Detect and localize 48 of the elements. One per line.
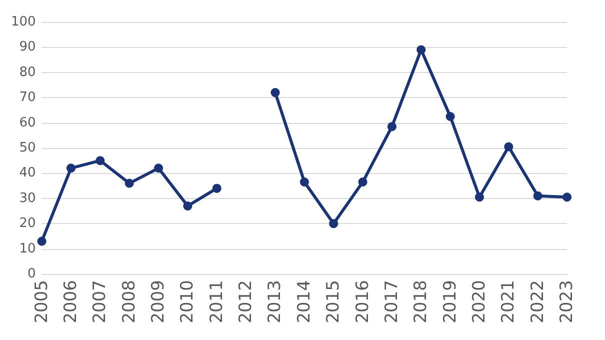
point: [96, 156, 105, 166]
point: [183, 201, 192, 210]
x-tick-label: 2014: [294, 280, 314, 324]
x-tick-label: 2009: [148, 280, 169, 324]
point: [66, 164, 76, 173]
point: [329, 219, 338, 228]
x-tick-label: 2013: [265, 280, 286, 324]
y-tick-label: 60: [19, 115, 36, 130]
x-tick-label: 2016: [352, 280, 373, 324]
point: [358, 178, 368, 187]
y-tick-label: 80: [19, 64, 36, 80]
y-tick-label: 40: [19, 166, 36, 181]
point: [387, 122, 396, 132]
x-tick-label: 2021: [498, 280, 519, 324]
y-tick-label: 90: [19, 40, 36, 55]
y-tick-label: 10: [19, 241, 36, 256]
point: [533, 191, 542, 200]
y-tick-label: 20: [19, 216, 36, 232]
point: [562, 192, 572, 202]
point: [446, 112, 455, 121]
y-tick-label: 30: [19, 190, 36, 206]
x-tick-label: 2007: [90, 280, 110, 324]
point: [37, 236, 46, 246]
point: [212, 184, 222, 193]
x-tick-label: 2022: [528, 280, 548, 324]
x-tick-label: 2010: [178, 280, 198, 324]
x-tick-label: 2019: [440, 280, 460, 324]
x-tick-label: 2011: [206, 280, 227, 324]
y-tick-label: 70: [19, 90, 36, 106]
x-tick-label: 2018: [411, 280, 432, 324]
y-tick-label: 100: [10, 14, 36, 30]
x-tick-label: 2017: [382, 280, 402, 324]
point: [154, 164, 164, 173]
y-tick-label: 0: [28, 266, 36, 282]
point: [300, 178, 309, 187]
point: [124, 178, 134, 188]
point: [504, 142, 514, 152]
x-tick-label: 2005: [32, 280, 52, 324]
x-tick-label: 2015: [324, 280, 344, 324]
point: [270, 88, 280, 98]
point: [474, 192, 484, 202]
x-tick-label: 2020: [469, 280, 490, 324]
x-tick-label: 2008: [119, 280, 140, 324]
x-tick-label: 2012: [236, 280, 256, 324]
y-tick-label: 50: [19, 140, 36, 156]
x-tick-label: 2006: [60, 280, 81, 324]
point: [416, 45, 426, 54]
x-tick-label: 2023: [557, 280, 577, 324]
